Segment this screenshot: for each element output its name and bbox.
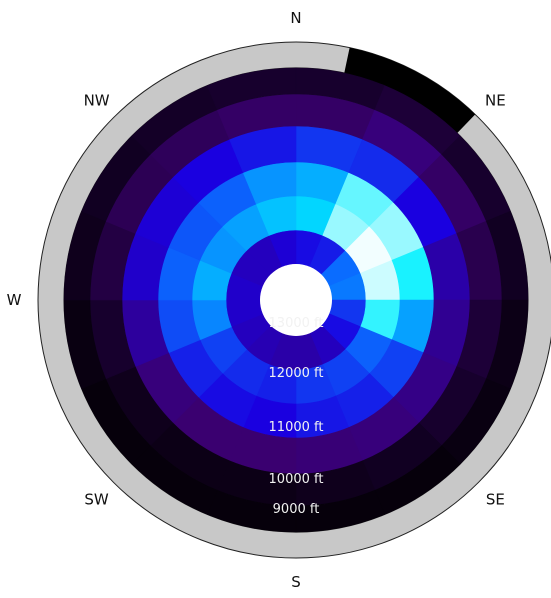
rim-black-sector: [344, 47, 476, 134]
heatmap-cells: [63, 67, 529, 533]
elevation-label-2: 11000 ft: [269, 420, 324, 435]
direction-label-n: N: [290, 9, 301, 27]
direction-label-nw: NW: [84, 92, 110, 110]
direction-label-s: S: [291, 573, 301, 591]
heatmap-cell-r5-s15: [206, 67, 297, 111]
center-layer: [260, 264, 332, 336]
direction-labels: N NE SE S SW W NW: [7, 9, 506, 591]
direction-label-w: W: [7, 291, 22, 309]
elevation-label-1: 12000 ft: [269, 366, 324, 381]
elevation-label-3: 10000 ft: [269, 472, 324, 487]
direction-label-se: SE: [486, 490, 505, 508]
elevation-label-4: 9000 ft: [273, 502, 320, 517]
center-hole: [260, 264, 332, 336]
direction-label-ne: NE: [485, 92, 506, 110]
ring-labels: 13000 ft 12000 ft 11000 ft 10000 ft 9000 ft: [269, 316, 324, 517]
direction-label-sw: SW: [84, 490, 109, 508]
elevation-label-0: 13000 ft: [269, 316, 324, 331]
